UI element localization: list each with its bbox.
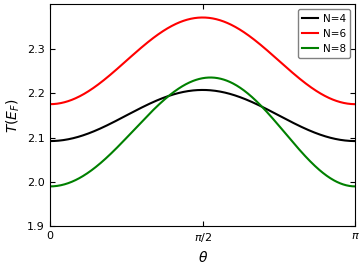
N=4	[214, 89, 218, 93]
N=6	[193, 16, 197, 20]
N=6	[195, 16, 199, 19]
N=8	[299, 150, 303, 153]
N=4	[299, 125, 303, 128]
N=6	[48, 102, 52, 106]
X-axis label: $\theta$: $\theta$	[198, 250, 208, 265]
N=4	[347, 139, 351, 143]
N=8	[48, 185, 52, 188]
Line: N=8: N=8	[50, 77, 355, 186]
N=6	[200, 16, 205, 19]
N=8	[353, 185, 357, 188]
N=4	[48, 139, 52, 143]
N=8	[214, 76, 218, 79]
N=4	[200, 88, 205, 91]
Line: N=6: N=6	[50, 17, 355, 104]
N=8	[230, 82, 234, 85]
N=8	[208, 76, 213, 79]
N=6	[214, 17, 218, 21]
N=8	[195, 78, 199, 81]
Legend: N=4, N=6, N=8: N=4, N=6, N=8	[298, 9, 350, 58]
N=4	[230, 93, 234, 96]
N=4	[353, 139, 357, 143]
N=4	[193, 89, 197, 92]
Y-axis label: $T(E_F)$: $T(E_F)$	[4, 98, 21, 133]
N=8	[193, 79, 197, 82]
N=6	[230, 24, 234, 27]
Line: N=4: N=4	[50, 90, 355, 141]
N=6	[347, 102, 351, 105]
N=8	[347, 184, 351, 187]
N=6	[353, 102, 357, 106]
N=6	[299, 78, 303, 81]
N=4	[195, 89, 199, 92]
